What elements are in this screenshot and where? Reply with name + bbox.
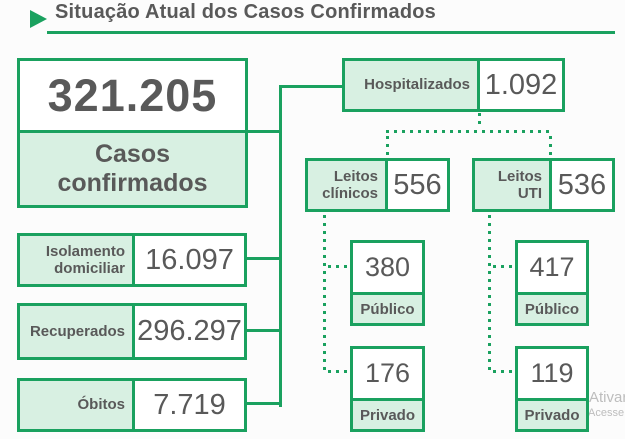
hospitalizados-label: Hospitalizados: [345, 61, 480, 109]
dotted-branch-uti-publico: [493, 265, 513, 268]
clinicos-privado-label: Privado: [353, 398, 422, 429]
dotted-hospitalizados-down: [478, 113, 481, 128]
stat-row-leitos-clinicos: Leitos clínicos 556: [305, 158, 450, 212]
isolamento-label: Isolamento domiciliar: [20, 236, 135, 284]
connector-confirmados-line: [245, 130, 282, 133]
uti-publico-label: Público: [518, 292, 586, 323]
uti-privado-value: 119: [530, 358, 574, 388]
clinicos-publico-box: 380 Público: [350, 240, 425, 326]
clinicos-privado-value: 176: [364, 358, 411, 388]
clinicos-publico-value: 380: [364, 252, 411, 282]
dotted-clinicos-trunk: [323, 215, 326, 374]
windows-activation-watermark-line2: Acesse C: [588, 407, 625, 419]
dotted-leitos-horizontal: [386, 130, 552, 133]
recuperados-label: Recuperados: [20, 306, 135, 357]
title-underline: [47, 31, 615, 34]
uti-privado-label: Privado: [518, 398, 586, 429]
confirmed-cases-label: Casos confirmados: [20, 130, 245, 205]
connector-isolamento-line: [245, 257, 282, 260]
stat-row-leitos-uti: Leitos UTI 536: [472, 158, 615, 212]
stat-row-isolamento: Isolamento domiciliar 16.097: [17, 233, 247, 287]
recuperados-value: 296.297: [137, 315, 242, 347]
obitos-value: 7.719: [153, 388, 226, 421]
clinicos-publico-label: Público: [353, 292, 422, 323]
dotted-leitos-uti-down: [549, 136, 552, 157]
stat-row-recuperados: Recuperados 296.297: [17, 303, 247, 360]
hospitalizados-value: 1.092: [484, 68, 558, 101]
uti-publico-box: 417 Público: [515, 240, 589, 326]
confirmed-cases-value: 321.205: [47, 69, 218, 121]
connector-recuperados-line: [245, 329, 282, 332]
leitos-clinicos-value: 556: [393, 168, 442, 201]
isolamento-value: 16.097: [145, 243, 234, 276]
connector-obitos-line: [245, 402, 282, 405]
dotted-leitos-clinicos-down: [386, 136, 389, 157]
connector-hospitalizados-line: [279, 85, 342, 88]
connector-trunk-line: [279, 85, 282, 407]
confirmed-cases-box: 321.205 Casos confirmados: [17, 58, 248, 208]
dotted-uti-trunk: [488, 215, 491, 374]
leitos-uti-label: Leitos UTI: [475, 161, 552, 209]
leitos-uti-value: 536: [557, 168, 607, 201]
stat-row-hospitalizados: Hospitalizados 1.092: [342, 58, 565, 112]
uti-privado-box: 119 Privado: [515, 346, 589, 432]
windows-activation-watermark-line1: Ativar: [589, 389, 625, 406]
bullet-triangle-icon: [30, 10, 47, 28]
dotted-branch-clinicos-publico: [328, 265, 348, 268]
leitos-clinicos-label: Leitos clínicos: [308, 161, 388, 209]
uti-publico-value: 417: [529, 252, 575, 282]
dotted-branch-uti-privado: [493, 370, 513, 373]
stat-row-obitos: Óbitos 7.719: [17, 378, 247, 432]
obitos-label: Óbitos: [20, 381, 135, 429]
dotted-branch-clinicos-privado: [328, 370, 348, 373]
clinicos-privado-box: 176 Privado: [350, 346, 425, 432]
page-title: Situação Atual dos Casos Confirmados: [55, 1, 436, 23]
